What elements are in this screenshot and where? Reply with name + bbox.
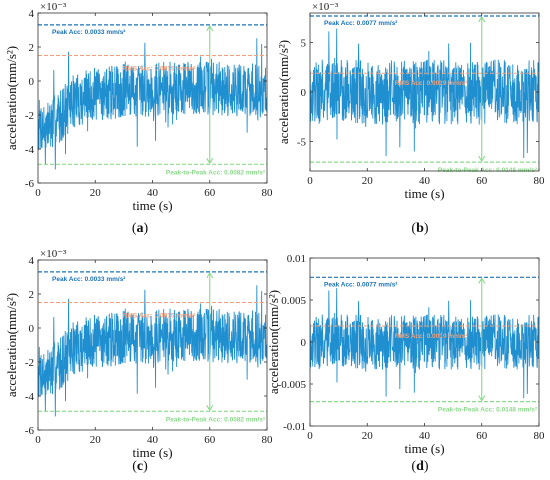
y-tick-label: 4	[29, 255, 35, 267]
signal-series	[310, 288, 539, 399]
x-tick-label: 60	[476, 175, 488, 187]
arrow-head-up	[478, 277, 486, 284]
p2p-label: Peak-to-Peak Acc: 0.0148 mm/s²	[438, 407, 538, 414]
y-tick-label: -0.005	[278, 379, 307, 391]
x-tick-label: 80	[534, 175, 546, 187]
y-tick-label: 0.005	[281, 295, 306, 307]
x-tick-label: 60	[204, 187, 216, 199]
y-tick-label: 2	[29, 42, 35, 54]
chart-panel-0: Peak Acc: 0.0033 mm/s² RMS Acc: 0.0015 mm…	[4, 1, 273, 236]
peak-label: Peak Acc: 0.0077 mm/s²	[324, 20, 398, 27]
y-tick-label: 0	[301, 337, 307, 349]
x-tick-label: 60	[204, 434, 216, 446]
y-tick-label: -6	[25, 178, 35, 190]
panel-caption: (d)	[411, 459, 428, 474]
y-axis-label: acceleration(mm/s²)	[276, 40, 291, 144]
p2p-label: Peak-to-Peak Acc: 0.0082 mm/s²	[166, 416, 266, 423]
x-tick-label: 80	[262, 187, 274, 199]
peak-label: Peak Acc: 0.0033 mm/s²	[52, 276, 126, 283]
p2p-label: Peak-to-Peak Acc: 0.0082 mm/s²	[166, 169, 266, 176]
axis-multiplier: ×10⁻³	[40, 248, 67, 260]
y-tick-label: -2	[25, 357, 34, 369]
y-tick-label: 4	[29, 8, 35, 20]
chart-panel-1: Peak Acc: 0.0077 mm/s² RMS Acc: 0.0019 mm…	[276, 1, 545, 236]
y-tick-label: -4	[25, 391, 35, 403]
rms-label: RMS Acc: 0.0019 mm/s²	[395, 80, 469, 87]
peak-label: Peak Acc: 0.0077 mm/s²	[324, 281, 398, 288]
signal-series	[38, 38, 267, 170]
x-tick-label: 20	[362, 175, 374, 187]
x-axis-label: time (s)	[132, 445, 172, 460]
axis-multiplier: ×10⁻³	[312, 1, 339, 13]
y-tick-label: 0	[29, 76, 35, 88]
y-axis-label: acceleration(mm/s²)	[4, 46, 19, 150]
peak-label: Peak Acc: 0.0033 mm/s²	[52, 29, 126, 36]
rms-label: RMS Acc: 0.0015 mm/s²	[123, 313, 197, 320]
x-tick-label: 60	[476, 430, 488, 442]
x-axis-label: time (s)	[132, 198, 172, 213]
y-tick-label: -6	[25, 425, 35, 437]
y-tick-label: -2	[25, 110, 34, 122]
rms-label: RMS Acc: 0.0015 mm/s²	[123, 66, 197, 73]
axis-multiplier: ×10⁻³	[40, 1, 67, 13]
x-tick-label: 0	[35, 187, 41, 199]
x-tick-label: 80	[534, 430, 546, 442]
arrow-head-down	[478, 155, 486, 163]
arrow-head-up	[206, 24, 214, 32]
x-tick-label: 40	[147, 187, 159, 199]
x-tick-label: 0	[307, 430, 313, 442]
arrow-head-up	[478, 15, 486, 23]
y-tick-label: 2	[29, 289, 35, 301]
x-tick-label: 40	[419, 430, 431, 442]
x-tick-label: 20	[90, 434, 102, 446]
panel-caption: (b)	[411, 221, 428, 236]
arrow-head-down	[478, 395, 486, 402]
y-tick-label: -5	[297, 136, 307, 148]
y-tick-label: -0.01	[283, 421, 306, 433]
signal-series	[310, 28, 539, 159]
x-tick-label: 20	[90, 187, 102, 199]
signal-series	[38, 285, 267, 417]
x-tick-label: 80	[262, 434, 274, 446]
y-tick-label: 0	[301, 87, 307, 99]
arrow-head-down	[206, 158, 214, 165]
panel-caption: (c)	[132, 459, 148, 474]
chart-panel-3: Peak Acc: 0.0077 mm/s² RMS Acc: 0.0019 mm…	[266, 253, 545, 474]
arrow-head-up	[206, 271, 214, 279]
x-tick-label: 40	[419, 175, 431, 187]
x-tick-label: 0	[307, 175, 313, 187]
y-tick-label: -4	[25, 144, 35, 156]
x-tick-label: 20	[362, 430, 374, 442]
rms-label: RMS Acc: 0.0019 mm/s²	[395, 333, 469, 340]
arrow-head-down	[206, 405, 214, 412]
x-axis-label: time (s)	[404, 186, 444, 201]
y-tick-label: 0.01	[287, 253, 306, 265]
chart-panel-2: Peak Acc: 0.0033 mm/s² RMS Acc: 0.0015 mm…	[4, 248, 273, 474]
y-tick-label: 0	[29, 323, 35, 335]
y-axis-label: acceleration(mm/s²)	[4, 293, 19, 397]
x-tick-label: 0	[35, 434, 41, 446]
panel-caption: (a)	[132, 221, 149, 236]
x-tick-label: 40	[147, 434, 159, 446]
y-axis-label: acceleration(mm/s²)	[266, 290, 281, 394]
x-axis-label: time (s)	[404, 441, 444, 456]
y-tick-label: 5	[301, 38, 307, 50]
